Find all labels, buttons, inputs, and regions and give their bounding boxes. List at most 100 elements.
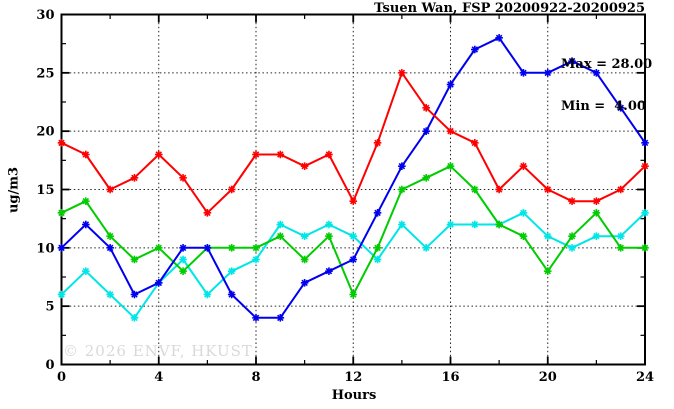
data-point-marker	[325, 232, 333, 240]
data-point-marker	[325, 220, 333, 229]
y-tick-label: 20	[36, 125, 54, 140]
data-point-marker	[422, 127, 430, 135]
y-tick-label: 5	[45, 300, 54, 315]
data-point-marker	[349, 197, 358, 205]
data-point-marker	[519, 162, 528, 170]
data-point-marker	[373, 209, 382, 217]
data-point-marker	[519, 232, 528, 240]
data-point-marker	[349, 232, 358, 240]
data-point-marker	[130, 314, 139, 322]
data-point-marker	[82, 197, 90, 205]
data-point-marker	[568, 57, 576, 65]
data-point-marker	[300, 255, 309, 264]
data-point-marker	[373, 244, 382, 252]
data-point-marker	[203, 244, 212, 252]
data-point-marker	[179, 255, 187, 264]
data-point-marker	[227, 267, 236, 275]
data-point-marker	[495, 185, 503, 194]
data-point-marker	[398, 220, 406, 229]
data-point-marker	[471, 45, 479, 54]
data-point-marker	[57, 209, 66, 217]
series-red	[57, 69, 649, 217]
data-point-marker	[543, 69, 552, 77]
data-point-marker	[276, 314, 285, 322]
data-point-marker	[446, 162, 455, 170]
data-point-marker	[471, 220, 479, 229]
data-point-marker	[252, 150, 260, 159]
data-point-marker	[300, 232, 309, 240]
data-point-marker	[495, 220, 503, 229]
y-tick-label: 15	[36, 183, 54, 198]
data-point-marker	[422, 244, 430, 252]
data-point-marker	[592, 197, 601, 205]
data-point-marker	[130, 290, 139, 299]
data-point-marker	[82, 220, 90, 229]
data-point-marker	[592, 232, 601, 240]
x-tick-label: 16	[441, 370, 459, 385]
data-point-marker	[227, 244, 236, 252]
data-point-marker	[543, 185, 552, 194]
data-point-marker	[616, 185, 625, 194]
data-point-marker	[130, 255, 139, 264]
y-tick-label: 0	[45, 358, 54, 373]
data-point-marker	[568, 244, 576, 252]
data-point-marker	[398, 162, 406, 170]
data-point-marker	[568, 197, 576, 205]
data-point-marker	[154, 150, 163, 159]
y-tick-label: 10	[36, 241, 54, 256]
data-point-marker	[325, 150, 333, 159]
data-point-marker	[57, 139, 66, 147]
data-point-marker	[373, 139, 382, 147]
data-point-marker	[641, 244, 649, 252]
series-blue-line	[60, 36, 646, 319]
data-point-marker	[349, 290, 358, 299]
data-point-marker	[203, 290, 212, 299]
data-point-marker	[373, 255, 382, 264]
data-point-marker	[592, 209, 601, 217]
data-point-marker	[471, 139, 479, 147]
data-point-marker	[154, 244, 163, 252]
data-point-marker	[106, 232, 114, 240]
x-tick-label: 20	[539, 370, 557, 385]
data-point-marker	[446, 127, 455, 135]
data-point-marker	[57, 244, 66, 252]
data-point-marker	[641, 162, 649, 170]
data-point-marker	[252, 255, 260, 264]
x-tick-label: 12	[344, 370, 362, 385]
x-tick-label: 4	[154, 370, 163, 385]
data-point-marker	[57, 290, 66, 299]
data-point-marker	[227, 185, 236, 194]
data-point-marker	[252, 314, 260, 322]
data-point-marker	[227, 290, 236, 299]
data-point-marker	[154, 279, 163, 287]
data-point-marker	[519, 209, 528, 217]
data-point-marker	[592, 69, 601, 77]
max-value-label: Max = 28.00	[561, 57, 653, 72]
watermark: © 2026 ENVF, HKUST	[63, 342, 253, 360]
data-point-marker	[398, 69, 406, 77]
y-axis-label: ug/m3	[6, 166, 22, 214]
data-point-marker	[179, 174, 187, 182]
data-point-marker	[641, 209, 649, 217]
data-point-marker	[276, 232, 285, 240]
data-point-marker	[349, 255, 358, 264]
chart-title: Tsuen Wan, FSP 20200922-20200925	[374, 1, 645, 16]
data-point-marker	[82, 150, 90, 159]
data-point-marker	[543, 232, 552, 240]
data-point-marker	[616, 244, 625, 252]
data-point-marker	[422, 104, 430, 112]
data-point-marker	[179, 267, 187, 275]
series-green-line	[61, 165, 645, 296]
data-point-marker	[446, 220, 455, 229]
series-blue	[57, 34, 649, 322]
data-point-marker	[446, 80, 455, 89]
min-value-label: Min = 4.00	[561, 99, 646, 114]
series-green	[57, 162, 649, 299]
data-point-marker	[398, 185, 406, 194]
data-point-marker	[106, 244, 114, 252]
data-point-marker	[203, 209, 212, 217]
data-point-marker	[616, 232, 625, 240]
data-point-marker	[641, 139, 649, 147]
